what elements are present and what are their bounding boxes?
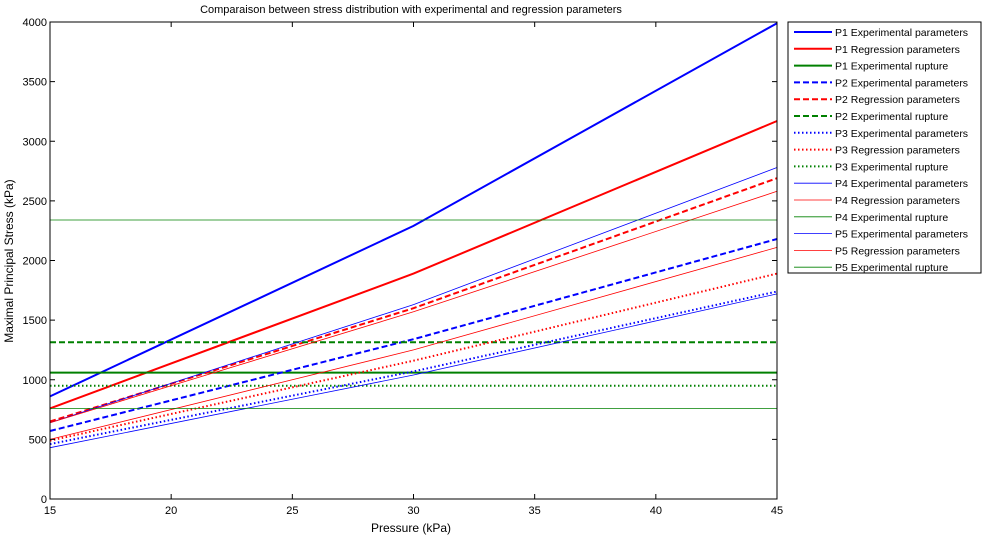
legend-label: P1 Regression parameters xyxy=(835,44,960,56)
series-line-2 xyxy=(49,120,778,410)
y-tick-label: 1500 xyxy=(23,315,47,327)
legend: P1 Experimental parameters P1 Regression … xyxy=(787,21,982,274)
x-tick-label: 40 xyxy=(650,505,662,517)
x-tick-label: 35 xyxy=(529,505,541,517)
x-tick-label: 15 xyxy=(44,505,56,517)
y-tick-label: 2000 xyxy=(23,256,47,268)
series-line-11 xyxy=(49,190,778,424)
y-tick-label: 3000 xyxy=(23,136,47,148)
legend-label: P1 Experimental parameters xyxy=(835,27,968,39)
x-tick-label: 30 xyxy=(407,505,419,517)
series-lines xyxy=(49,22,778,449)
y-tick-label: 4000 xyxy=(23,17,47,29)
legend-label: P5 Experimental rupture xyxy=(835,262,948,274)
legend-label: P1 Experimental rupture xyxy=(835,61,948,73)
y-tick-label: 500 xyxy=(29,434,47,446)
legend-label: P4 Experimental parameters xyxy=(835,178,968,190)
series-line-13 xyxy=(49,293,778,449)
legend-label: P2 Experimental parameters xyxy=(835,77,968,89)
legend-label: P2 Regression parameters xyxy=(835,94,960,106)
y-tick-label: 3500 xyxy=(23,77,47,89)
chart-title: Comparaison between stress distribution … xyxy=(200,4,622,16)
x-tick-label: 20 xyxy=(165,505,177,517)
axis-ticks: 15 20 25 30 35 40 45 0 500 1000 1500 2000 2500 3000 35… xyxy=(23,17,784,517)
legend-label: P3 Experimental rupture xyxy=(835,161,948,173)
series-line-1 xyxy=(49,22,778,398)
legend-box xyxy=(787,21,982,274)
x-tick-label: 45 xyxy=(771,505,783,517)
series-line-8 xyxy=(49,272,778,442)
legend-label: P4 Regression parameters xyxy=(835,195,960,207)
series-line-4 xyxy=(49,238,778,432)
series-line-10 xyxy=(49,167,778,424)
x-tick-label: 25 xyxy=(286,505,298,517)
legend-label: P3 Regression parameters xyxy=(835,145,960,157)
legend-label: P2 Experimental rupture xyxy=(835,111,948,123)
legend-label: P4 Experimental rupture xyxy=(835,212,948,224)
legend-label: P5 Experimental parameters xyxy=(835,229,968,241)
y-tick-label: 0 xyxy=(41,494,47,506)
legend-label: P3 Experimental parameters xyxy=(835,128,968,140)
y-tick-label: 1000 xyxy=(23,375,47,387)
x-axis-label: Pressure (kPa) xyxy=(371,521,451,535)
y-axis-label: Maximal Principal Stress (kPa) xyxy=(2,179,16,342)
y-tick-label: 2500 xyxy=(23,196,47,208)
series-line-14 xyxy=(49,247,778,440)
plot-frame xyxy=(49,21,778,500)
legend-label: P5 Regression parameters xyxy=(835,245,960,257)
